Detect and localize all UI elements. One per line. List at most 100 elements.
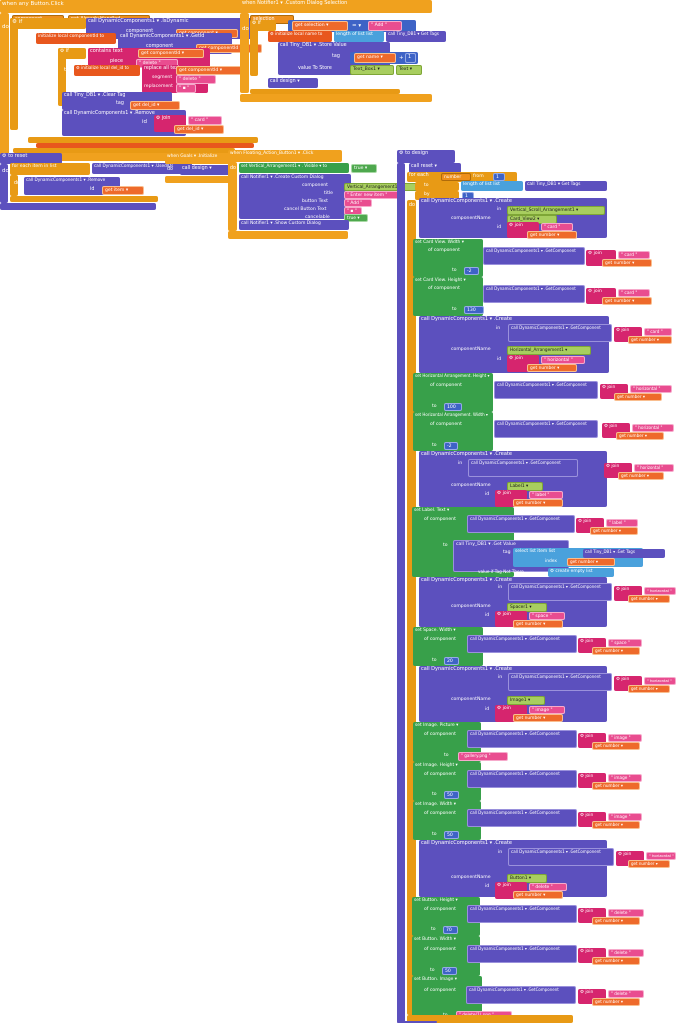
procedure-to-design[interactable]: ⚙ to design	[397, 150, 455, 163]
number-neg2[interactable]: -2	[444, 442, 458, 450]
call-getcomponent-block[interactable]: call DynamicComponents1 ▾ .GetComponent	[494, 420, 598, 438]
get-number-chip[interactable]: get number ▾	[602, 259, 652, 267]
call-reset-block[interactable]: call reset ▾	[409, 163, 461, 173]
string-image[interactable]: " image "	[608, 774, 642, 782]
call-getcomponent-block[interactable]: call DynamicComponents1 ▾ .GetComponent	[467, 945, 577, 963]
bottom-bar[interactable]	[407, 1015, 573, 1023]
call-create-custom-dialog-block[interactable]: call Notifier1 ▾ .Create Custom Dialog	[239, 174, 351, 219]
bottom-bar[interactable]	[250, 89, 400, 94]
event-when-any-button-click[interactable]: when any Button.Click	[0, 0, 250, 13]
number-1[interactable]: 1	[405, 53, 416, 63]
string-horizontal[interactable]: " horizontal "	[634, 464, 674, 472]
spacer1-chip[interactable]: Spacer1 ▾	[507, 603, 547, 612]
get-number-chip[interactable]: get number ▾	[618, 472, 664, 480]
init-local-componentid-block[interactable]: initialize local componentId to	[36, 33, 116, 44]
string-delete[interactable]: " delete "	[608, 949, 644, 957]
foreach-spine[interactable]	[407, 200, 416, 1015]
call-show-custom-dialog-block[interactable]: call Notifier1 ▾ .Show Custom Dialog	[239, 220, 349, 230]
true-chip[interactable]: true ▾	[351, 164, 377, 173]
string-horizontal[interactable]: " horizontal "	[541, 356, 585, 364]
call-remove-block[interactable]: call DynamicComponents1 ▾ .Remove	[24, 177, 120, 195]
call-usedids-block[interactable]: call DynamicComponents1 ▾ .UsedIDs	[92, 163, 192, 174]
image1-chip[interactable]: Image1 ▾	[507, 696, 545, 705]
number-130[interactable]: 130	[464, 306, 484, 314]
get-number-chip[interactable]: get number ▾	[592, 917, 640, 925]
event-when-goals-initialize[interactable]: when Goals ▾ .Initialize	[165, 153, 235, 164]
get-number-chip[interactable]: get number ▾	[628, 685, 670, 693]
if-header[interactable]: ⚙ if	[250, 20, 276, 31]
bottom-bar[interactable]	[397, 1021, 437, 1023]
init-local-del-id-block[interactable]: ⚙ initialize local del_id to	[74, 65, 140, 76]
string-empty[interactable]: " ▪ "	[176, 84, 196, 93]
call-getcomponent-block[interactable]: call DynamicComponents1 ▾ .GetComponent	[483, 247, 585, 265]
bottom-bar[interactable]	[0, 203, 156, 210]
call-getcomponent-block[interactable]: call DynamicComponents1 ▾ .GetComponent	[467, 635, 577, 653]
get-number-chip[interactable]: get number ▾	[513, 620, 563, 628]
length-of-list-block[interactable]: length of list list	[461, 181, 523, 191]
bottom-bar[interactable]	[240, 94, 432, 102]
foreach-row[interactable]	[415, 182, 459, 191]
if-block-spine[interactable]	[58, 48, 66, 106]
call-getcomponent-block[interactable]: call DynamicComponents1 ▾ .GetComponent	[467, 905, 577, 923]
string-image[interactable]: " image "	[529, 706, 565, 714]
horizontal-arrangement1-chip[interactable]: Horizontal_Arrangement1 ▾	[507, 346, 591, 355]
number-70[interactable]: 70	[443, 926, 458, 934]
get-name-chip[interactable]: get name ▾	[354, 53, 396, 63]
vertical-scroll-arrangement1-chip[interactable]: Vertical_Scroll_Arrangement1 ▾	[507, 206, 605, 215]
number-50[interactable]: 50	[444, 791, 459, 799]
call-design-block[interactable]: call design ▾	[268, 78, 318, 88]
call-getcomponent-block[interactable]: call DynamicComponents1 ▾ .GetComponent	[483, 285, 585, 303]
string-gallery-png[interactable]: " gallery.png "	[458, 752, 508, 761]
string-card[interactable]: " card "	[188, 116, 222, 125]
get-number-chip[interactable]: get number ▾	[513, 714, 563, 722]
length-of-list-block[interactable]: length of list list	[334, 31, 384, 42]
get-number-chip[interactable]: get number ▾	[592, 957, 640, 965]
get-number-chip[interactable]: get number ▾	[590, 527, 638, 535]
if-block-spine[interactable]	[250, 20, 258, 76]
string-delete[interactable]: " delete "	[529, 883, 567, 891]
get-number-chip[interactable]: get number ▾	[527, 364, 577, 372]
number-neg2[interactable]: -2	[464, 267, 479, 275]
string-label[interactable]: " label "	[606, 519, 638, 527]
bottom-bar[interactable]	[10, 196, 158, 202]
if-header[interactable]: ⚙ if	[58, 48, 86, 59]
set-horizontal-arrangement-width-block[interactable]: set Horizontal Arrangement. Width ▾	[413, 412, 493, 451]
call-getcomponent-block[interactable]: call DynamicComponents1 ▾ .GetComponent	[468, 459, 578, 477]
get-number-chip[interactable]: get number ▾	[592, 647, 640, 655]
call-getcomponent-block[interactable]: call DynamicComponents1 ▾ .GetComponent	[508, 324, 612, 342]
call-getcomponent-block[interactable]: call DynamicComponents1 ▾ .GetComponent	[467, 730, 577, 748]
string-horizontal[interactable]: " horizontal "	[644, 587, 676, 595]
get-number-chip[interactable]: get number ▾	[592, 782, 640, 790]
call-gettags-block[interactable]: call Tiny_DB1 ▾ .Get Tags	[583, 549, 665, 558]
event-when-notifier-selection[interactable]: when Notifier1 ▾ .Custom Dialog Selectio…	[240, 0, 432, 13]
set-visible-block[interactable]: set Vertical_Arrangement1 ▾ . Visible ▾ …	[239, 163, 349, 173]
get-del-id-chip[interactable]: get del_id ▾	[130, 101, 180, 110]
string-horizontal[interactable]: " horizontal "	[630, 385, 672, 393]
number-var-chip[interactable]: number	[441, 173, 471, 181]
call-getcomponent-block[interactable]: call DynamicComponents1 ▾ .GetComponent	[467, 515, 575, 533]
get-number-chip[interactable]: get number ▾	[527, 231, 577, 239]
bottom-bar[interactable]	[228, 231, 348, 239]
get-number-chip[interactable]: get number ▾	[592, 821, 640, 829]
string-space[interactable]: " space "	[608, 639, 642, 647]
call-getcomponent-block[interactable]: call DynamicComponents1 ▾ .GetComponent	[508, 583, 612, 601]
foreach-row[interactable]	[415, 191, 459, 200]
string-delete[interactable]: " delete "	[608, 990, 644, 998]
event-spine[interactable]	[228, 162, 237, 231]
bottom-bar[interactable]	[13, 148, 235, 153]
textbox-component-chip[interactable]: Text_Box1 ▾	[350, 65, 394, 75]
get-number-chip[interactable]: get number ▾	[628, 860, 670, 868]
text-property-chip[interactable]: Text ▾	[396, 65, 422, 75]
string-enter-new-item[interactable]: " Enter new item "	[344, 191, 400, 199]
foreach-spine[interactable]	[10, 175, 18, 196]
procedure-spine[interactable]	[397, 163, 405, 1023]
string-horizontal[interactable]: " horizontal "	[646, 852, 676, 860]
string-card[interactable]: " card "	[618, 289, 650, 297]
number-20[interactable]: 20	[444, 657, 459, 665]
string-delete[interactable]: " delete "	[176, 75, 216, 84]
get-number-chip[interactable]: get number ▾	[628, 595, 670, 603]
true-chip[interactable]: true ▾	[344, 214, 368, 222]
bottom-bar[interactable]	[0, 153, 252, 161]
get-number-chip[interactable]: get number ▾	[567, 558, 615, 566]
get-number-chip[interactable]: get number ▾	[616, 432, 664, 440]
